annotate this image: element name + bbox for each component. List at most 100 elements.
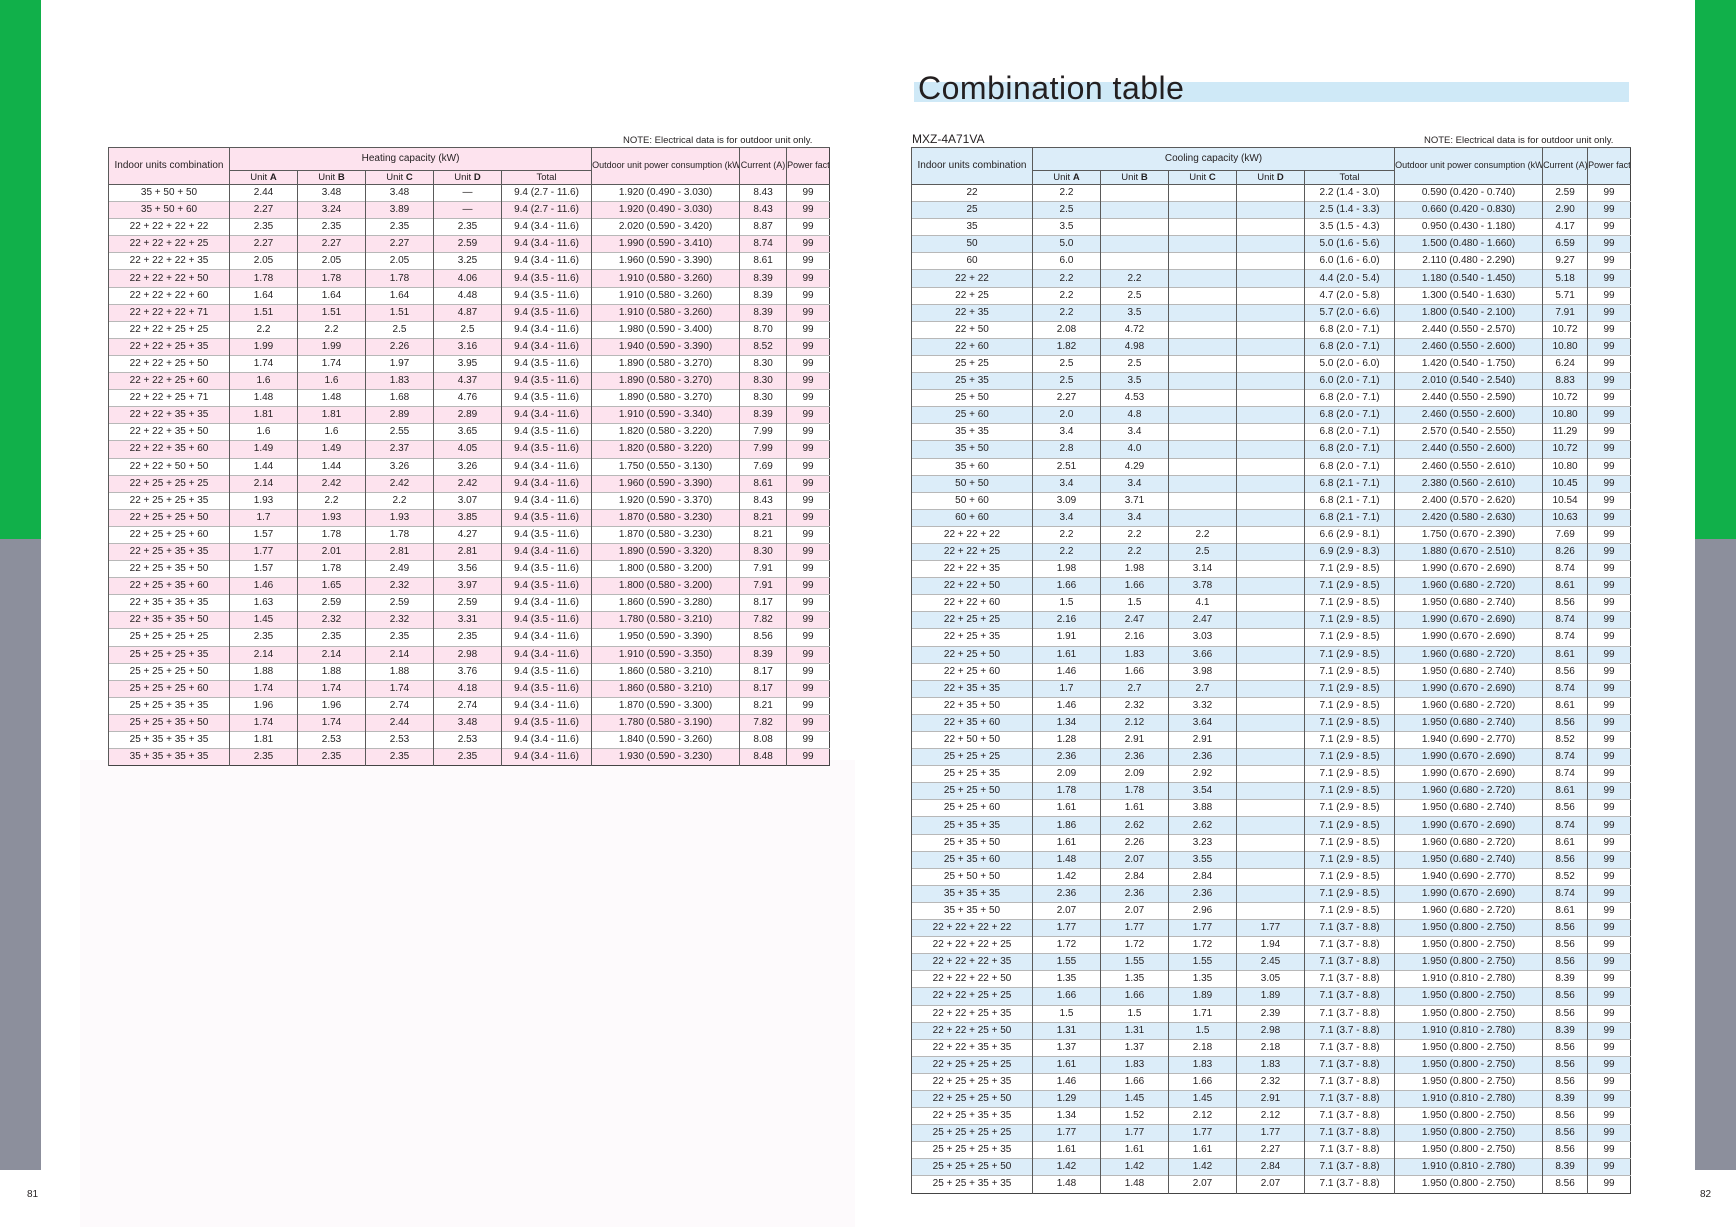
cell-unit-c: 1.5 bbox=[1168, 1021, 1237, 1040]
cell-power-consumption: 1.880 (0.670 - 2.510) bbox=[1394, 542, 1543, 561]
cell-unit-d bbox=[1236, 474, 1305, 493]
cell-total: 9.4 (3.5 - 11.6) bbox=[500, 525, 592, 544]
cell-current: 8.61 bbox=[1542, 577, 1588, 595]
cell-power-consumption: 1.950 (0.800 - 2.750) bbox=[1394, 936, 1543, 954]
cell-unit-b: 1.37 bbox=[1100, 1038, 1169, 1057]
cell-unit-b: 2.47 bbox=[1100, 611, 1169, 629]
cell-power-factor: 99 bbox=[1587, 577, 1631, 595]
cell-combination: 22 + 22 + 60 bbox=[911, 594, 1033, 612]
cell-unit-d bbox=[1236, 252, 1305, 270]
cell-total: 9.4 (2.7 - 11.6) bbox=[500, 201, 592, 219]
cell-combination: 35 bbox=[911, 218, 1033, 236]
cell-current: 8.21 bbox=[739, 508, 787, 527]
cell-power-consumption: 1.990 (0.670 - 2.690) bbox=[1394, 884, 1543, 903]
cell-current: 8.56 bbox=[1542, 713, 1588, 732]
header-unit-c: Unit C bbox=[1168, 170, 1237, 185]
cell-total: 7.1 (3.7 - 8.8) bbox=[1303, 970, 1395, 988]
cell-unit-a: 1.34 bbox=[1032, 1107, 1101, 1125]
table-row: 22 + 22 + 50 + 50 1.44 1.44 3.26 3.26 9.4 (3.… bbox=[108, 457, 830, 476]
cell-combination: 50 + 60 bbox=[911, 491, 1033, 510]
cell-unit-d bbox=[1236, 406, 1305, 424]
cell-unit-a: 1.42 bbox=[1032, 1158, 1101, 1176]
cell-current: 8.08 bbox=[739, 730, 787, 749]
cell-power-factor: 99 bbox=[1587, 1004, 1631, 1023]
header-current: Current (A) bbox=[1542, 147, 1588, 185]
cell-unit-c bbox=[1168, 474, 1237, 493]
cell-power-consumption: 1.420 (0.540 - 1.750) bbox=[1394, 354, 1543, 373]
left-side-tab bbox=[0, 0, 41, 1170]
cell-total: 7.1 (2.9 - 8.5) bbox=[1303, 696, 1395, 715]
table-row: 22 + 35 + 35 + 35 1.63 2.59 2.59 2.59 9.4 (3.… bbox=[108, 594, 830, 612]
cell-power-factor: 99 bbox=[1587, 987, 1631, 1005]
table-row: 22 + 50 2.08 4.72 6.8 (2.0 - 7.1) 2.440 (0.5… bbox=[911, 320, 1631, 339]
table-row: 22 + 50 + 50 1.28 2.91 2.91 7.1 (2.9 - 8.5) 1… bbox=[911, 730, 1631, 749]
cell-combination: 25 + 25 + 25 + 50 bbox=[911, 1158, 1033, 1176]
cell-unit-a: 1.72 bbox=[1032, 936, 1101, 954]
cell-unit-a: 1.42 bbox=[1032, 867, 1101, 886]
cell-current: 6.24 bbox=[1542, 354, 1588, 373]
cell-combination: 22 + 22 + 25 + 25 bbox=[911, 987, 1033, 1005]
cell-unit-a: 2.35 bbox=[229, 628, 298, 647]
cell-current: 5.18 bbox=[1542, 269, 1588, 288]
cell-combination: 60 + 60 bbox=[911, 508, 1033, 527]
cell-combination: 22 + 35 + 50 bbox=[911, 696, 1033, 715]
cell-unit-a: 1.78 bbox=[1032, 782, 1101, 800]
cell-power-consumption: 1.890 (0.580 - 3.270) bbox=[591, 389, 740, 407]
cell-combination: 22 + 25 + 25 + 25 bbox=[108, 474, 230, 493]
cell-power-factor: 99 bbox=[786, 218, 830, 236]
cell-current: 8.56 bbox=[1542, 953, 1588, 971]
cell-combination: 22 + 22 + 35 + 50 bbox=[108, 423, 230, 441]
cell-unit-c: 1.83 bbox=[1168, 1055, 1237, 1074]
cell-power-factor: 99 bbox=[786, 594, 830, 612]
heating-note: NOTE: Electrical data is for outdoor uni… bbox=[623, 135, 813, 146]
cell-total: 9.4 (3.5 - 11.6) bbox=[500, 560, 592, 578]
cell-combination: 35 + 35 + 35 bbox=[911, 884, 1033, 903]
table-row: 22 + 25 + 25 2.16 2.47 2.47 7.1 (2.9 - 8.5) 1… bbox=[911, 611, 1631, 629]
cell-power-consumption: 1.870 (0.590 - 3.300) bbox=[591, 696, 740, 715]
cell-unit-a: 1.61 bbox=[1032, 833, 1101, 852]
cell-current: 8.17 bbox=[739, 594, 787, 612]
cell-power-consumption: 1.990 (0.670 - 2.690) bbox=[1394, 765, 1543, 783]
cell-power-factor: 99 bbox=[1587, 474, 1631, 493]
cell-unit-d: 2.35 bbox=[433, 748, 502, 766]
cell-total: 6.8 (2.0 - 7.1) bbox=[1303, 406, 1395, 424]
cell-unit-b: 1.83 bbox=[1100, 645, 1169, 664]
cell-power-factor: 99 bbox=[1587, 936, 1631, 954]
cell-power-factor: 99 bbox=[786, 748, 830, 766]
cell-power-factor: 99 bbox=[786, 645, 830, 664]
cell-total: 2.2 (1.4 - 3.0) bbox=[1303, 183, 1395, 202]
cell-current: 8.56 bbox=[1542, 662, 1588, 681]
cell-current: 8.21 bbox=[739, 696, 787, 715]
cell-unit-d bbox=[1236, 183, 1305, 202]
cell-unit-a: 1.74 bbox=[229, 354, 298, 373]
cell-unit-b: 1.65 bbox=[297, 577, 366, 595]
cell-power-factor: 99 bbox=[786, 389, 830, 407]
cell-unit-a: 1.61 bbox=[1032, 799, 1101, 817]
cell-unit-d: 4.87 bbox=[433, 303, 502, 322]
table-row: 35 + 35 + 35 2.36 2.36 2.36 7.1 (2.9 - 8.5) 1… bbox=[911, 884, 1631, 903]
cell-power-consumption: 1.950 (0.800 - 2.750) bbox=[1394, 1175, 1543, 1194]
cell-power-consumption: 1.950 (0.800 - 2.750) bbox=[1394, 1055, 1543, 1074]
cell-power-factor: 99 bbox=[1587, 662, 1631, 681]
table-row: 50 5.0 5.0 (1.6 - 5.6) 1.500 (0.480 - 1.660… bbox=[911, 235, 1631, 253]
cell-current: 8.56 bbox=[1542, 850, 1588, 869]
cell-unit-c: 2.32 bbox=[365, 611, 434, 629]
cell-combination: 22 + 35 + 35 + 50 bbox=[108, 611, 230, 629]
cell-combination: 22 + 22 + 22 + 71 bbox=[108, 303, 230, 322]
cell-unit-b: 1.49 bbox=[297, 440, 366, 458]
cell-current: 8.74 bbox=[1542, 679, 1588, 698]
header-unit-d: Unit D bbox=[433, 170, 502, 185]
cell-combination: 25 + 25 + 35 + 50 bbox=[108, 713, 230, 732]
cell-unit-d: 4.48 bbox=[433, 286, 502, 305]
cell-current: 8.39 bbox=[739, 269, 787, 288]
cell-current: 8.17 bbox=[739, 662, 787, 681]
table-row: 22 + 22 + 25 + 60 1.6 1.6 1.83 4.37 9.4 (3.5 … bbox=[108, 372, 830, 390]
model-label: MXZ-4A71VA bbox=[912, 132, 985, 146]
cell-current: 4.17 bbox=[1542, 218, 1588, 236]
cell-unit-a: 2.14 bbox=[229, 474, 298, 493]
cell-current: 2.59 bbox=[1542, 183, 1588, 202]
cell-unit-c: 3.89 bbox=[365, 201, 434, 219]
table-row: 22 + 22 + 25 + 25 2.2 2.2 2.5 2.5 9.4 (3.4 - … bbox=[108, 320, 830, 339]
cell-unit-b bbox=[1100, 252, 1169, 270]
cell-combination: 25 + 25 bbox=[911, 354, 1033, 373]
